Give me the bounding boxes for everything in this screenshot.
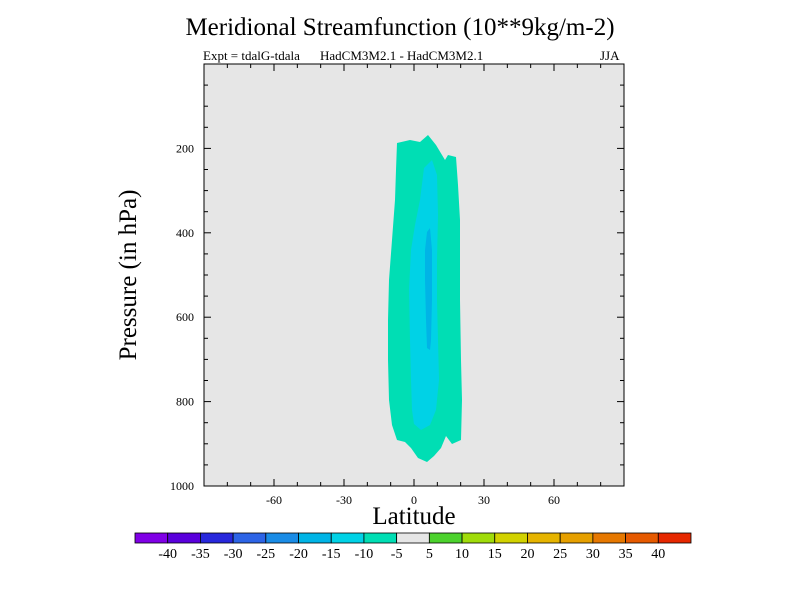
contour-level-minus20-minus15 [425,228,432,350]
colorbar-label: 35 [619,547,633,562]
colorbar-label: -30 [224,547,243,562]
colorbar-label: -40 [158,547,177,562]
colorbar-swatch [265,532,299,544]
colorbar-label: 20 [520,547,534,562]
experiment-label: Expt = tdalG-tdala [203,48,300,63]
colorbar-label: -10 [355,547,374,562]
y-axis-label: Pressure (in hPa) [115,190,142,361]
colorbar-label: -35 [191,547,210,562]
colorbar-label: -15 [322,547,341,562]
chart-title: Meridional Streamfunction (10**9kg/m-2) [185,14,615,41]
colorbar-swatch [396,532,430,544]
y-tick-label: 600 [176,310,194,324]
y-tick-label: 800 [176,395,194,409]
y-tick-label: 400 [176,226,194,240]
x-tick-label: -60 [266,493,282,507]
colorbar-label: 10 [455,547,469,562]
colorbar-swatch [330,532,365,544]
colorbar-swatch [232,532,267,544]
colorbar-swatch [592,532,626,544]
colorbar-label: 15 [488,547,502,562]
colorbar-swatch [461,532,496,544]
colorbar-label: 5 [426,547,433,562]
colorbar-label: -20 [289,547,308,562]
colorbar-label: 40 [651,547,665,562]
colorbar-label: -25 [256,547,275,562]
colorbar-swatch [167,532,201,544]
colorbar-swatch [625,532,659,544]
colorbar-swatch [134,532,169,544]
model-label: HadCM3M2.1 - HadCM3M2.1 [320,48,484,63]
colorbar-swatch [494,532,528,544]
x-tick-label: 0 [411,493,417,507]
colorbar-label: 30 [586,547,600,562]
y-tick-label: 200 [176,141,194,155]
contour-level-minus15-minus10 [409,160,439,430]
x-tick-label: 60 [548,493,560,507]
season-label: JJA [600,48,620,63]
colorbar-swatch [363,532,398,544]
y-tick-label: 1000 [170,479,194,493]
colorbar-swatch [657,532,692,544]
colorbar-swatch [559,532,594,544]
colorbar-label: -5 [391,547,403,562]
colorbar-swatch [527,532,561,544]
colorbar-label: 25 [553,547,567,562]
x-axis-label: Latitude [372,503,455,530]
x-tick-label: 30 [478,493,490,507]
colorbar-swatch [428,532,463,544]
colorbar-swatch [298,532,332,544]
colorbar-swatch [200,532,234,544]
x-tick-label: -30 [336,493,352,507]
